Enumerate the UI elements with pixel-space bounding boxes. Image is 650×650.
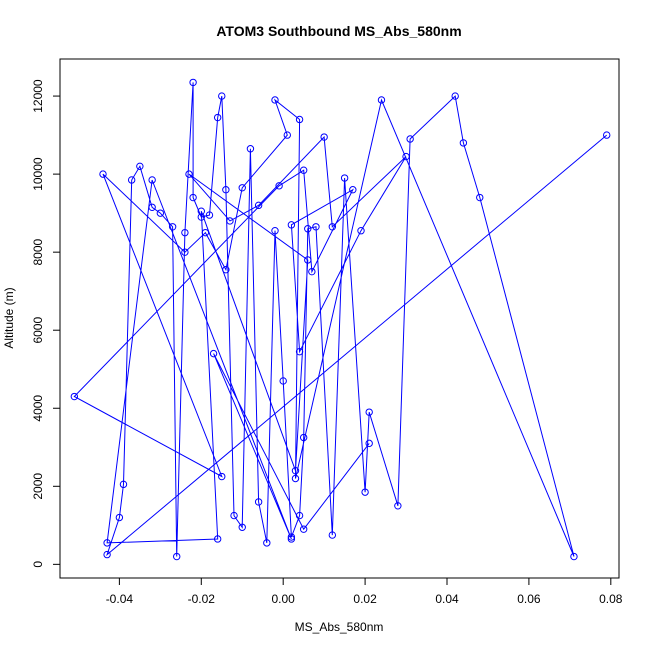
data-point <box>127 176 136 184</box>
data-point <box>263 539 271 547</box>
x-tick-label: 0.08 <box>599 592 623 606</box>
data-point <box>287 221 296 229</box>
x-tick-label: 0.06 <box>517 592 541 606</box>
data-point <box>70 392 79 401</box>
data-point <box>230 511 238 520</box>
plot-frame <box>59 58 620 579</box>
y-tick-label: 6000 <box>31 317 45 344</box>
data-point <box>99 170 107 178</box>
data-point <box>361 488 369 496</box>
data-point <box>279 377 287 385</box>
data-point <box>218 472 226 481</box>
data-point <box>402 152 410 161</box>
y-tick-label: 12000 <box>31 79 45 113</box>
data-point <box>222 266 230 274</box>
data-point <box>185 170 193 178</box>
data-point <box>476 193 484 202</box>
data-point <box>340 174 349 182</box>
data-point <box>168 223 177 231</box>
data-point <box>295 511 304 520</box>
y-tick-label: 0 <box>31 561 45 568</box>
data-point <box>295 347 304 356</box>
data-point <box>287 533 296 541</box>
data-point <box>328 223 337 231</box>
data-point <box>304 225 312 233</box>
data-point <box>205 211 214 219</box>
data-point <box>271 226 279 235</box>
data-point <box>299 433 308 442</box>
data-point <box>181 248 189 256</box>
x-tick-label: -0.02 <box>188 592 216 606</box>
y-tick-label: 4000 <box>31 395 45 422</box>
x-tick-label: 0.02 <box>353 592 377 606</box>
data-point <box>148 203 156 211</box>
data-point <box>394 502 402 510</box>
data-point <box>271 96 279 104</box>
x-tick-label: -0.04 <box>106 592 134 606</box>
x-axis-label: MS_Abs_580nm <box>295 620 384 634</box>
y-tick-label: 10000 <box>31 157 45 191</box>
data-point <box>287 535 296 543</box>
data-point <box>103 539 111 547</box>
data-point <box>254 498 263 506</box>
data-point <box>197 207 205 215</box>
data-point <box>201 228 210 237</box>
data-point <box>103 550 111 559</box>
data-point <box>304 256 312 264</box>
data-point <box>299 166 308 174</box>
data-point <box>299 525 308 533</box>
series-layer <box>70 78 611 561</box>
data-point <box>148 176 156 184</box>
x-axis: -0.04 -0.02 0.00 0.02 0.04 0.06 0.08 <box>106 577 623 606</box>
data-point <box>275 182 283 190</box>
x-tick-label: 0.04 <box>435 592 459 606</box>
data-point <box>218 92 226 100</box>
data-point <box>189 193 197 202</box>
data-point <box>308 267 316 276</box>
y-axis: 0 2000 4000 6000 8000 10000 12000 <box>31 79 61 568</box>
data-point <box>115 513 124 522</box>
data-point <box>291 474 300 483</box>
data-point <box>254 201 263 210</box>
data-point <box>213 535 222 543</box>
data-point <box>570 552 578 561</box>
data-point <box>283 131 291 139</box>
data-point <box>238 184 246 192</box>
data-point <box>226 217 234 225</box>
data-point <box>349 186 357 194</box>
data-point <box>173 552 181 561</box>
data-point <box>222 186 230 194</box>
data-point <box>189 78 197 87</box>
chart-title: ATOM3 Southbound MS_Abs_580nm <box>216 23 461 39</box>
data-point <box>312 223 320 231</box>
data-point <box>377 96 386 104</box>
y-axis-label: Altitude (m) <box>2 287 16 348</box>
data-point <box>295 115 304 124</box>
data-point <box>197 213 205 221</box>
x-tick-label: 0.00 <box>272 592 296 606</box>
y-tick-label: 2000 <box>31 473 45 500</box>
data-point <box>238 523 246 531</box>
data-point <box>357 226 365 235</box>
data-point <box>603 131 611 139</box>
data-point <box>320 133 328 141</box>
data-point <box>209 349 218 358</box>
data-point <box>213 113 222 122</box>
data-point <box>136 162 144 171</box>
data-point <box>365 408 373 416</box>
series-line <box>73 82 608 557</box>
data-point <box>119 480 128 489</box>
data-point <box>406 135 414 143</box>
data-point <box>451 92 459 100</box>
data-point <box>328 531 337 539</box>
y-tick-label: 8000 <box>31 238 45 265</box>
data-point <box>246 145 255 153</box>
data-point <box>181 228 189 237</box>
data-point <box>291 466 300 475</box>
data-point <box>365 439 373 448</box>
data-point <box>156 209 165 217</box>
data-point <box>459 139 468 147</box>
